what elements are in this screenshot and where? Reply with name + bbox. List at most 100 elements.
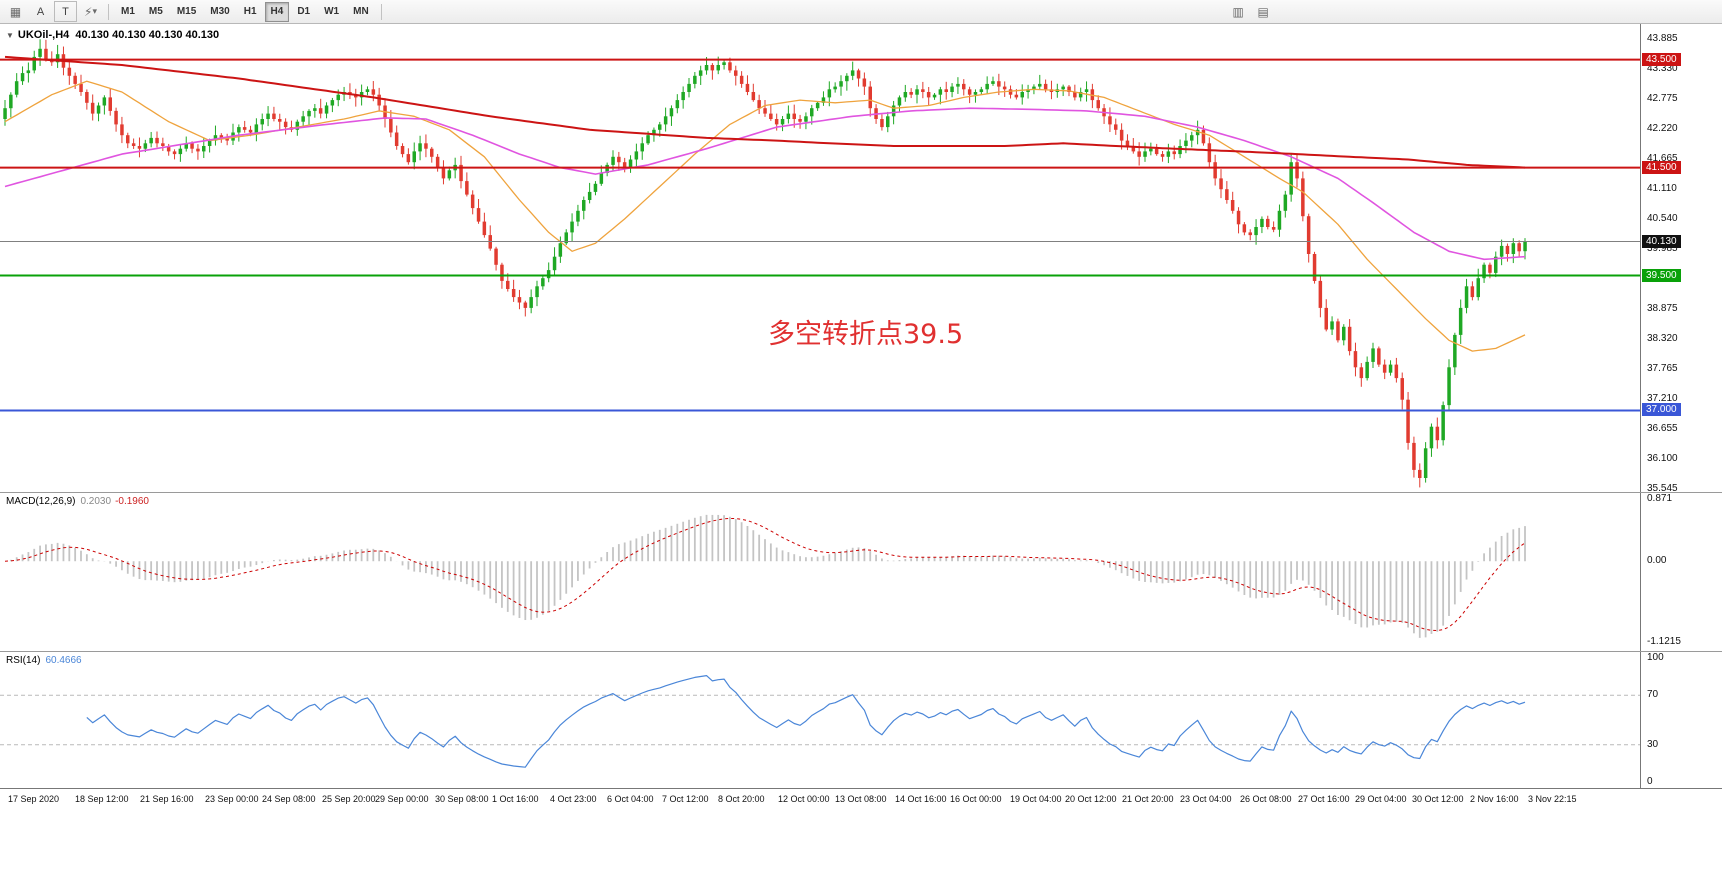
time-tick-label: 16 Oct 00:00 (950, 794, 1002, 804)
macd-axis[interactable]: 0.871 0.00 -1.1215 (1640, 493, 1722, 651)
time-tick-label: 6 Oct 04:00 (607, 794, 654, 804)
macd-tick-label: 0.00 (1647, 555, 1667, 567)
price-tick-label: 41.665 (1647, 152, 1678, 164)
timeframe-button-w1[interactable]: W1 (324, 6, 340, 17)
time-tick-label: 13 Oct 08:00 (835, 794, 887, 804)
timeframe-button-m5[interactable]: M5 (148, 6, 163, 17)
chart-annotation-text[interactable]: 多空转折点39.5 (768, 319, 964, 350)
rsi-value: 60.4666 (45, 655, 82, 666)
time-tick-label: 3 Nov 22:15 (1528, 794, 1577, 804)
hline-price-badge: 41.500 (1642, 160, 1681, 174)
objects-dropdown-button[interactable]: ⚡ ▾ (79, 1, 102, 22)
hline-price-badge: 39.500 (1642, 268, 1681, 282)
time-tick-label: 18 Sep 12:00 (75, 794, 129, 804)
price-tick-label: 37.210 (1647, 393, 1678, 405)
price-tick-label: 41.110 (1647, 182, 1677, 194)
time-tick-label: 17 Sep 2020 (8, 794, 60, 804)
price-tick-label: 38.320 (1647, 333, 1678, 345)
macd-signal-line (4, 517, 1526, 632)
price-tick-label: 42.220 (1647, 122, 1678, 134)
chevron-down-icon: ▾ (92, 6, 97, 16)
timeframe-button-mn[interactable]: MN (353, 6, 369, 17)
chart-dropdown-icon[interactable]: ▼ (6, 31, 14, 40)
price-tick-label: 35.545 (1647, 483, 1678, 492)
time-tick-label: 30 Oct 12:00 (1412, 794, 1464, 804)
candlestick-chart-canvas[interactable] (0, 24, 1640, 492)
candles-layer (3, 39, 1527, 488)
time-tick-label: 23 Sep 00:00 (205, 794, 259, 804)
lightning-icon: ⚡ (84, 4, 93, 19)
time-tick-label: 12 Oct 00:00 (778, 794, 830, 804)
time-tick-label: 29 Oct 04:00 (1355, 794, 1407, 804)
main-price-panel: ▼ UKOil-,H4 40.130 40.130 40.130 40.130 多… (0, 24, 1640, 492)
rsi-tick-label: 100 (1647, 652, 1664, 663)
toolbar: ▦ A T ⚡ ▾ M1 M5 M15 M30 H1 H4 D1 W1 MN ▥ ▤ (0, 0, 1722, 24)
time-tick-label: 4 Oct 23:00 (550, 794, 597, 804)
time-tick-label: 30 Sep 08:00 (435, 794, 489, 804)
rsi-tick-label: 70 (1647, 689, 1659, 701)
time-tick-label: 8 Oct 20:00 (718, 794, 765, 804)
hline-price-badge: 37.000 (1642, 403, 1681, 417)
price-tick-label: 42.775 (1647, 92, 1678, 104)
chart-title: ▼ UKOil-,H4 40.130 40.130 40.130 40.130 (6, 29, 219, 41)
timeframe-button-m15[interactable]: M15 (176, 6, 197, 17)
price-tick-label: 37.765 (1647, 363, 1678, 375)
time-tick-label: 29 Sep 00:00 (375, 794, 429, 804)
toolbar-separator (380, 3, 382, 20)
rsi-tick-label: 30 (1647, 738, 1659, 750)
moving-averages-layer (4, 55, 1526, 352)
timeframe-button-h4[interactable]: H4 (264, 1, 290, 22)
time-tick-label: 20 Oct 12:00 (1065, 794, 1117, 804)
price-tick-label: 43.885 (1647, 32, 1678, 44)
time-axis[interactable]: 17 Sep 2020 18 Sep 12:00 21 Sep 16:00 23 Se… (0, 788, 1722, 811)
price-tick-label: 43.330 (1647, 62, 1678, 74)
macd-chart-canvas[interactable] (0, 493, 1640, 651)
time-tick-label: 24 Sep 08:00 (262, 794, 316, 804)
timeframe-toolbar: M1 M5 M15 M30 H1 H4 D1 W1 MN (114, 1, 376, 22)
time-tick-label: 27 Oct 16:00 (1298, 794, 1350, 804)
bid-price-badge: 40.130 (1642, 234, 1681, 248)
macd-main-value: 0.2030 (80, 496, 112, 507)
time-tick-label: 14 Oct 16:00 (895, 794, 947, 804)
panel-separator[interactable] (0, 492, 1722, 493)
price-axis[interactable]: 43.885 43.330 42.775 42.220 41.665 41.110 40.5… (1640, 24, 1722, 492)
hline-price-badge: 43.500 (1642, 52, 1681, 66)
rsi-axis[interactable]: 100 70 30 0 (1640, 652, 1722, 788)
panel-separator[interactable] (0, 651, 1722, 652)
time-tick-label: 21 Oct 20:00 (1122, 794, 1174, 804)
timeframe-button-m1[interactable]: M1 (121, 6, 135, 17)
time-tick-label: 2 Nov 16:00 (1470, 794, 1519, 804)
price-tick-label: 36.100 (1647, 453, 1678, 465)
time-tick-label: 26 Oct 08:00 (1240, 794, 1292, 804)
toolbar-separator (108, 3, 109, 20)
time-tick-label: 19 Oct 04:00 (1010, 794, 1062, 804)
price-tick-label: 39.985 (1647, 243, 1678, 255)
rsi-chart-canvas[interactable] (0, 652, 1640, 788)
macd-tick-label: -1.1215 (1647, 635, 1681, 647)
price-tick-label: 36.655 (1647, 423, 1678, 435)
macd-signal-value: -0.1960 (115, 496, 149, 507)
letter-t-button[interactable]: T (54, 1, 77, 22)
tile-windows-icon[interactable]: ▦ (9, 4, 22, 19)
timeframe-button-m30[interactable]: M30 (210, 6, 230, 17)
timeframe-button-d1[interactable]: D1 (297, 6, 311, 17)
symbol-label: UKOil-,H4 (17, 29, 70, 41)
timeframe-button-h1[interactable]: H1 (243, 6, 257, 17)
macd-histogram-layer (9, 514, 1526, 638)
time-tick-label: 21 Sep 16:00 (140, 794, 194, 804)
chart-shift-icon[interactable]: ▥ (1232, 4, 1244, 19)
time-tick-label: 1 Oct 16:00 (492, 794, 539, 804)
time-tick-label: 23 Oct 04:00 (1180, 794, 1232, 804)
time-tick-label: 7 Oct 12:00 (662, 794, 709, 804)
macd-tick-label: 0.871 (1647, 493, 1673, 504)
time-tick-label: 25 Sep 20:00 (322, 794, 376, 804)
macd-panel: MACD(12,26,9) 0.2030 -0.1960 (0, 493, 1640, 651)
price-tick-label: 38.875 (1647, 303, 1678, 315)
rsi-label: RSI(14) 60.4666 (6, 655, 82, 666)
horizontal-lines-layer (0, 58, 1640, 412)
auto-scroll-icon[interactable]: ▤ (1257, 4, 1269, 19)
rsi-line (86, 675, 1526, 768)
letter-a-button[interactable]: A (36, 5, 45, 18)
macd-label: MACD(12,26,9) 0.2030 -0.1960 (6, 496, 149, 507)
